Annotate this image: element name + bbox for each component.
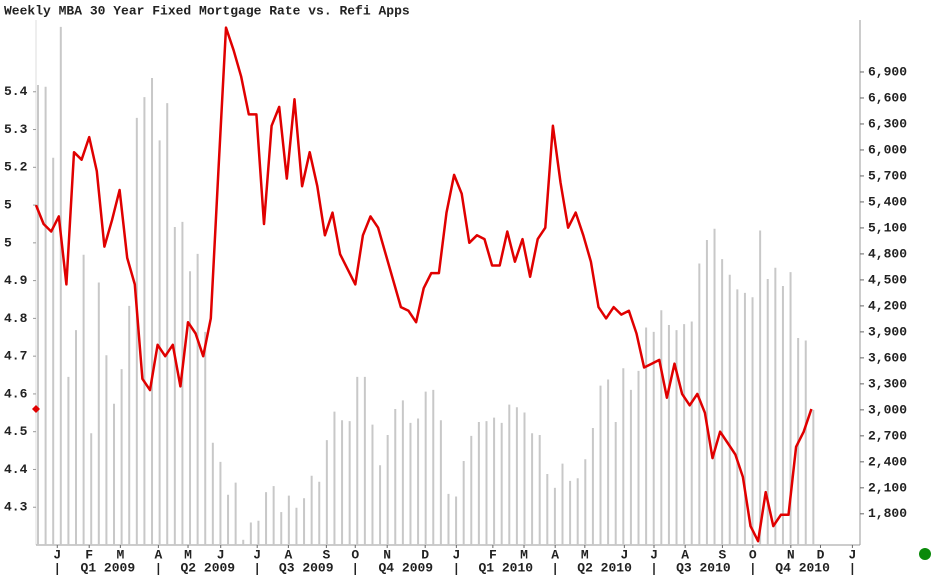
y-tick-label: 4.6 (4, 386, 28, 401)
x-tick-label: J (848, 547, 856, 562)
x-tick-label: N (383, 547, 391, 562)
y2-tick-label: 6,900 (868, 64, 907, 79)
y-tick-label: 5 (4, 235, 12, 250)
y-tick-label: 4.8 (4, 311, 28, 326)
x-tick-label: A (681, 547, 689, 562)
chart-title: Weekly MBA 30 Year Fixed Mortgage Rate v… (4, 3, 410, 18)
y-tick-label: 4.5 (4, 424, 28, 439)
y2-tick-label: 1,800 (868, 506, 907, 521)
y2-tick-label: 5,400 (868, 194, 907, 209)
status-dot (919, 548, 931, 560)
x-tick-label: M (184, 547, 192, 562)
x-tick-label: S (322, 547, 330, 562)
y2-tick-label: 2,100 (868, 480, 907, 495)
y2-tick-label: 6,300 (868, 116, 907, 131)
quarter-label: Q1 2009 (81, 560, 136, 575)
x-tick-label: J (650, 547, 658, 562)
y2-tick-label: 5,100 (868, 220, 907, 235)
y2-tick-label: 3,900 (868, 324, 907, 339)
x-tick-label: M (520, 547, 528, 562)
x-tick-label: A (284, 547, 292, 562)
x-tick-label: N (787, 547, 795, 562)
y2-tick-label: 2,700 (868, 428, 907, 443)
y-tick-label: 4.9 (4, 273, 28, 288)
quarter-label: Q3 2010 (676, 560, 731, 575)
y2-tick-label: 2,400 (868, 454, 907, 469)
x-tick-label: J (452, 547, 460, 562)
y2-tick-label: 3,000 (868, 402, 907, 417)
x-tick-label: S (719, 547, 727, 562)
quarter-label: Q4 2010 (775, 560, 830, 575)
y-tick-label: 4.3 (4, 500, 28, 515)
x-tick-label: J (53, 547, 61, 562)
y-tick-label: 4.7 (4, 349, 27, 364)
y-tick-label: 5.4 (4, 84, 28, 99)
y2-tick-label: 4,200 (868, 298, 907, 313)
x-tick-label: D (421, 547, 429, 562)
y2-tick-label: 4,800 (868, 246, 907, 261)
x-tick-label: M (581, 547, 589, 562)
last-value-marker (32, 405, 40, 414)
quarter-label: Q2 2009 (180, 560, 235, 575)
y2-tick-label: 4,500 (868, 272, 907, 287)
y-tick-label: 5.2 (4, 160, 28, 175)
y2-tick-label: 3,600 (868, 350, 907, 365)
rate-line (34, 26, 813, 543)
y2-tick-label: 3,300 (868, 376, 907, 391)
quarter-label: Q2 2010 (577, 560, 632, 575)
x-tick-label: F (489, 547, 497, 562)
y2-tick-label: 6,600 (868, 90, 907, 105)
x-tick-label: A (154, 547, 162, 562)
x-tick-label: J (217, 547, 225, 562)
x-tick-label: F (85, 547, 93, 562)
x-tick-label: J (620, 547, 628, 562)
y-tick-label: 5.3 (4, 122, 28, 137)
y-tick-label: 5 (4, 198, 12, 213)
y2-tick-label: 6,000 (868, 142, 907, 157)
x-tick-label: O (749, 547, 757, 562)
quarter-label: Q4 2009 (379, 560, 434, 575)
y2-tick-label: 5,700 (868, 168, 907, 183)
y-tick-label: 4.4 (4, 462, 28, 477)
x-tick-label: D (817, 547, 825, 562)
x-tick-label: M (116, 547, 124, 562)
x-tick-label: O (351, 547, 359, 562)
quarter-label: Q3 2009 (279, 560, 334, 575)
x-tick-label: J (253, 547, 261, 562)
x-tick-label: A (551, 547, 559, 562)
quarter-label: Q1 2010 (478, 560, 533, 575)
